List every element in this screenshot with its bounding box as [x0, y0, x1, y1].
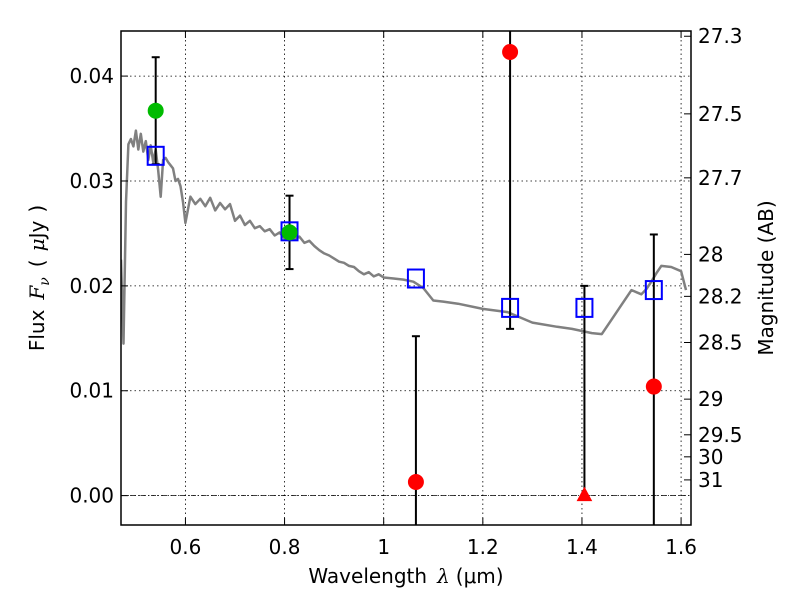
x-label-text: Wavelength — [308, 564, 427, 588]
x-tick-label: 1.4 — [566, 535, 598, 559]
y-label-unit-close: ) — [25, 205, 49, 213]
plot-background — [121, 31, 691, 525]
y-label-symbol: F — [25, 285, 49, 301]
mag-tick-label: 27.7 — [698, 166, 743, 190]
y2-axis-label: Magnitude (AB) — [754, 200, 778, 355]
mag-tick-label: 30 — [698, 445, 723, 469]
y-label-unit-open: ( — [25, 259, 49, 267]
x-tick-label: 1.6 — [665, 535, 697, 559]
y-tick-label: 0.02 — [69, 274, 114, 298]
upper-limit-triangle-marker — [576, 486, 593, 502]
mag-tick-label: 27.5 — [698, 102, 743, 126]
model-square-marker — [406, 268, 425, 289]
ticks: 0.6 0.8 1 1.2 1.4 1.6 0.00 0.01 0.02 0.03 0.04 27.3… — [69, 24, 742, 559]
mag-tick-label: 31 — [698, 468, 723, 492]
y-axis-label: Flux Fν ( μJy) — [25, 205, 53, 351]
model-square-marker — [575, 297, 594, 318]
sed-line-layer — [121, 129, 688, 345]
y-label-unit-rest: Jy — [25, 220, 49, 240]
plot-frame — [120, 30, 692, 526]
mag-tick-label: 28.5 — [698, 331, 743, 355]
y-label-text: Flux — [25, 309, 49, 351]
model-square-marker — [146, 145, 165, 166]
model-square-marker — [644, 280, 663, 301]
y-tick-label: 0.00 — [69, 484, 114, 508]
green-detection-marker — [147, 102, 164, 119]
x-label-unit: (μm) — [456, 564, 504, 588]
green-detection-marker — [281, 224, 298, 241]
x-tick-label: 0.6 — [170, 535, 202, 559]
y-tick-label: 0.03 — [69, 169, 114, 193]
red-detection-marker — [645, 378, 662, 395]
x-tick-label: 1 — [377, 535, 390, 559]
y-tick-label: 0.01 — [69, 379, 114, 403]
mag-tick-label: 28 — [698, 242, 723, 266]
mag-tick-label: 28.2 — [698, 284, 743, 308]
red-detection-marker — [407, 473, 424, 490]
x-label-symbol: λ — [436, 564, 450, 588]
mag-tick-label: 29 — [698, 387, 723, 411]
sed-template-line — [121, 129, 688, 345]
y-label-unit-symbol: μ — [25, 238, 49, 251]
x-tick-label: 1.2 — [467, 535, 499, 559]
x-tick-label: 0.8 — [269, 535, 301, 559]
error-bars — [151, 31, 658, 525]
y-label-symbol-sub: ν — [37, 277, 53, 286]
y-tick-label: 0.04 — [69, 64, 114, 88]
markers — [146, 43, 663, 502]
mag-tick-label: 29.5 — [698, 423, 743, 447]
red-detection-marker — [502, 43, 519, 60]
model-square-marker — [501, 297, 520, 318]
x-axis-label: Wavelength λ (μm) — [308, 564, 503, 588]
mag-tick-label: 27.3 — [698, 24, 743, 48]
